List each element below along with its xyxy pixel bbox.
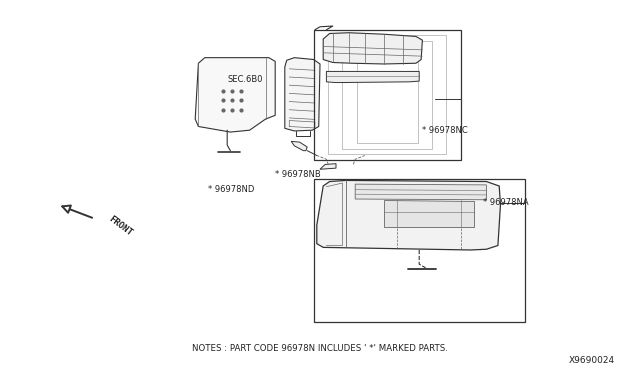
- Bar: [314, 30, 461, 160]
- Text: * 96978NC: * 96978NC: [422, 126, 468, 135]
- Polygon shape: [285, 58, 320, 131]
- Polygon shape: [384, 200, 474, 227]
- Text: FRONT: FRONT: [108, 214, 134, 237]
- Text: SEC.6B0: SEC.6B0: [227, 76, 262, 84]
- Bar: [328, 35, 447, 154]
- Text: * 96978ND: * 96978ND: [208, 185, 254, 194]
- Polygon shape: [320, 164, 336, 169]
- Polygon shape: [355, 184, 486, 200]
- Polygon shape: [323, 33, 422, 64]
- Polygon shape: [317, 180, 500, 250]
- Text: X9690024: X9690024: [568, 356, 614, 365]
- Bar: [357, 46, 418, 143]
- Polygon shape: [326, 71, 419, 83]
- Text: * 96978NB: * 96978NB: [275, 170, 321, 179]
- Text: * 96978NA: * 96978NA: [483, 198, 529, 207]
- Polygon shape: [291, 141, 307, 151]
- Polygon shape: [195, 58, 275, 132]
- Text: NOTES : PART CODE 96978N INCLUDES ' *' MARKED PARTS.: NOTES : PART CODE 96978N INCLUDES ' *' M…: [192, 344, 448, 353]
- Bar: [314, 179, 525, 322]
- Bar: [342, 41, 432, 149]
